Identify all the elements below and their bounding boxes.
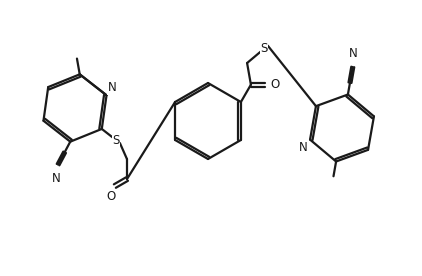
Text: N: N (349, 47, 357, 60)
Text: S: S (260, 43, 268, 55)
Text: S: S (112, 134, 120, 147)
Text: N: N (51, 172, 60, 185)
Text: N: N (299, 141, 308, 154)
Text: N: N (108, 81, 116, 94)
Text: O: O (106, 190, 116, 203)
Text: O: O (270, 78, 279, 91)
